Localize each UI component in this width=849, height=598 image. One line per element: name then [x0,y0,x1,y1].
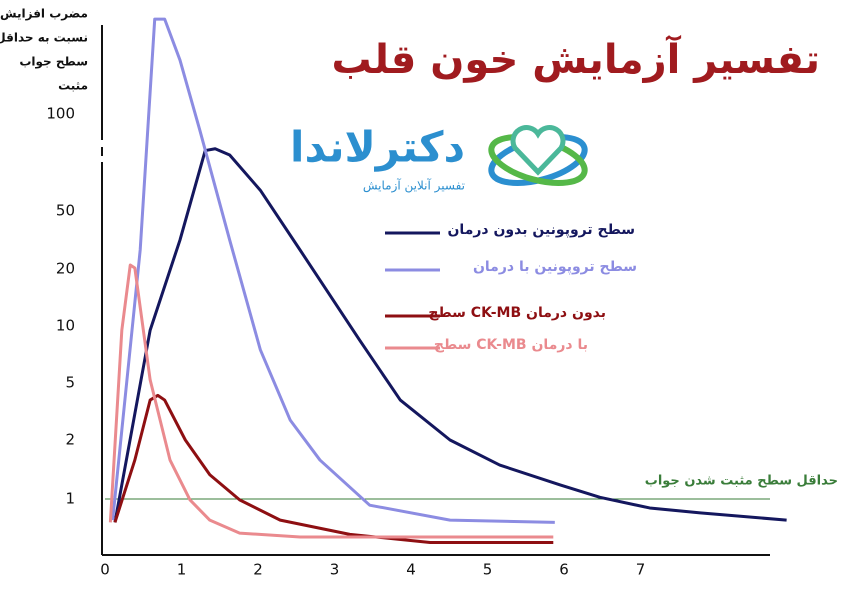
y-tick-label: 1 [65,490,75,508]
y-tick-label: 2 [65,431,75,449]
y-tick-label: 10 [56,317,75,335]
x-tick-label: 5 [483,561,493,579]
logo-tagline: تفسیر آنلاین آزمایش [363,178,465,194]
y-tick-label: 5 [65,374,75,392]
logo: دکترلاندا تفسیر آنلاین آزمایش [290,123,588,194]
y-axis-label: سطح جواب [19,55,88,70]
legend-label: سطح تروپونین بدون درمان [447,222,635,238]
logo-heart [510,125,566,176]
legend-label: سطح تروپونین با درمان [473,259,637,275]
y-tick-label: 50 [56,202,75,220]
x-tick-label: 6 [559,561,569,579]
legend-label: سطح CK-MB با درمان [434,337,588,353]
y-axis-label: نسبت به حداقل [0,31,88,45]
x-tick-label: 4 [406,561,416,579]
x-tick-label: 3 [330,561,340,579]
y-tick-label: 100 [46,105,75,123]
x-tick-label: 0 [100,561,110,579]
series-line [113,147,787,523]
y-tick-label: 20 [56,260,75,278]
series-line [108,263,554,539]
chart-title: تفسیر آزمایش خون قلب [332,34,821,83]
legend-label: سطح CK-MB بدون درمان [428,305,606,321]
x-tick-label: 7 [636,561,646,579]
x-tick-label: 1 [177,561,187,579]
series-line [111,17,555,524]
y-axis-label: مضرب افزایش [0,7,88,21]
threshold-label: حداقل سطح مثبت شدن جواب [645,474,838,489]
y-axis-label: مثبت [58,79,88,93]
x-tick-label: 2 [253,561,263,579]
logo-name: دکترلاندا [290,123,465,173]
